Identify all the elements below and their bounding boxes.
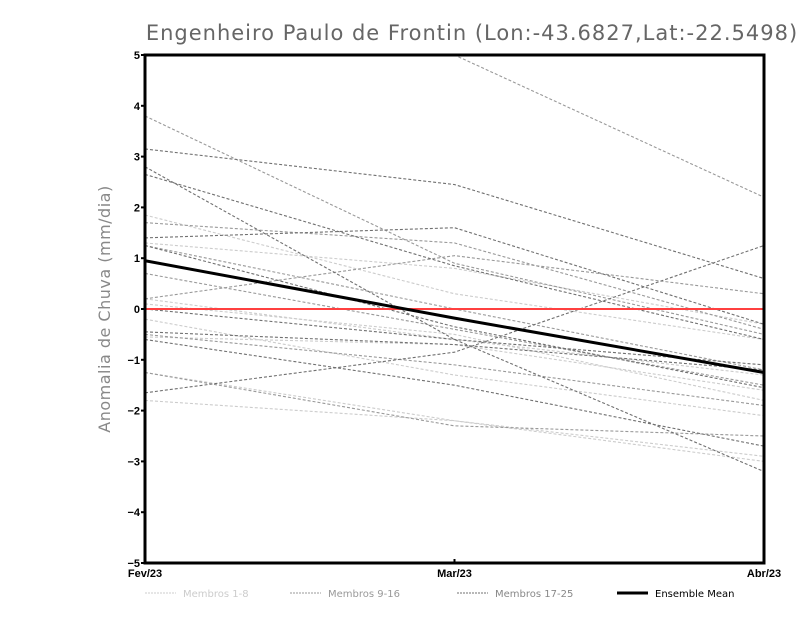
y-tick-label: 1: [134, 253, 140, 265]
member-line-25: [145, 308, 764, 366]
legend-label: Membros 1-8: [183, 589, 249, 600]
x-tick-label: Fev/23: [128, 568, 162, 580]
member-line-8: [145, 371, 764, 457]
ensemble-mean-line: [145, 259, 764, 374]
chart-title: Engenheiro Paulo de Frontin (Lon:-43.682…: [146, 21, 798, 45]
member-line-6: [145, 336, 764, 391]
y-tick-label: −2: [127, 406, 140, 418]
y-tick-label: 3: [134, 152, 140, 164]
mean-layer: [145, 259, 764, 374]
member-line-11: [145, 222, 764, 330]
legend-label: Membros 17-25: [495, 589, 573, 600]
x-axis: Fev/23 Mar/23 Abr/23: [128, 559, 781, 580]
member-line-21: [145, 244, 764, 394]
y-tick-label: −1: [127, 355, 140, 367]
y-tick-label: −3: [127, 456, 140, 468]
member-line-14: [145, 371, 764, 437]
series-layer: [145, 55, 764, 473]
legend-label: Ensemble Mean: [655, 589, 734, 600]
member-line-1: [145, 214, 764, 341]
member-line-3: [145, 303, 764, 401]
y-axis-label: Anomalia de Chuva (mm/dia): [95, 185, 114, 432]
member-line-13: [145, 333, 764, 407]
y-tick-label: −4: [127, 507, 140, 519]
x-tick-label: Mar/23: [437, 568, 472, 580]
member-line-16: [145, 272, 764, 386]
member-line-17: [145, 148, 764, 280]
legend: Membros 1-8 Membros 9-16 Membros 17-25 Ense…: [145, 589, 734, 600]
x-tick-label: Abr/23: [747, 568, 781, 580]
y-tick-label: 4: [134, 101, 141, 113]
member-line-24: [145, 338, 764, 447]
legend-label: Membros 9-16: [328, 589, 400, 600]
y-tick-label: −5: [127, 558, 140, 570]
y-tick-label: 5: [134, 50, 140, 62]
member-line-19: [145, 173, 764, 341]
member-line-10: [453, 55, 764, 198]
member-line-9: [145, 115, 764, 335]
member-line-5: [145, 399, 764, 462]
member-line-22: [145, 244, 764, 389]
member-line-2: [145, 298, 764, 376]
y-tick-label: 2: [134, 202, 140, 214]
y-axis: −5 −4 −3 −2 −1 0 1 2 3 4 5: [127, 50, 145, 570]
member-line-7: [145, 242, 764, 325]
member-line-4: [145, 318, 764, 417]
member-line-23: [145, 331, 764, 371]
y-tick-label: 0: [134, 304, 140, 316]
member-line-20: [145, 227, 764, 325]
